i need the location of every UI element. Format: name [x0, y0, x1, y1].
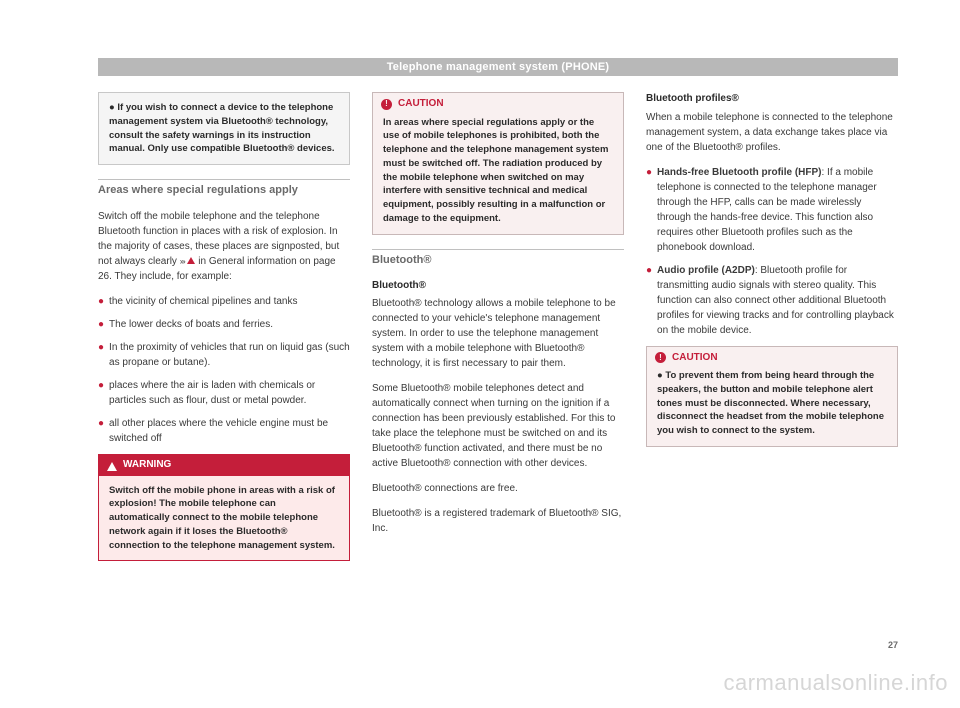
warning-triangle-icon — [107, 462, 117, 471]
page-header: Telephone management system (PHONE) — [98, 58, 898, 76]
list-item: ● Hands-free Bluetooth profile (HFP): If… — [646, 165, 898, 255]
paragraph: When a mobile telephone is connected to … — [646, 110, 898, 155]
column-1: ● If you wish to connect a device to the… — [98, 92, 350, 561]
paragraph: Bluetooth® is a registered trademark of … — [372, 506, 624, 536]
page-header-title: Telephone management system (PHONE) — [387, 61, 610, 73]
bullet-icon: ● — [98, 294, 104, 309]
caution-label: CAUTION — [672, 351, 718, 366]
list-item: ● Audio profile (A2DP): Bluetooth profil… — [646, 263, 898, 338]
three-column-layout: ● If you wish to connect a device to the… — [98, 92, 898, 561]
warning-body: Switch off the mobile phone in areas wit… — [99, 476, 349, 561]
column-3: Bluetooth profiles® When a mobile teleph… — [646, 92, 898, 561]
caution-circle-icon — [381, 99, 392, 110]
caution-box: CAUTION In areas where special regulatio… — [372, 92, 624, 235]
bullet-text: all other places where the vehicle engin… — [109, 416, 350, 446]
section-title-regulations: Areas where special regulations apply — [98, 179, 350, 199]
warning-label: WARNING — [123, 458, 171, 473]
caution-label: CAUTION — [398, 97, 444, 112]
section-title-bluetooth: Bluetooth® — [372, 249, 624, 269]
caution-box: CAUTION ● To prevent them from being hea… — [646, 346, 898, 447]
bullet-lead: Audio profile (A2DP) — [657, 265, 755, 276]
watermark: carmanualsonline.info — [723, 670, 948, 696]
paragraph: Some Bluetooth® mobile telephones detect… — [372, 381, 624, 471]
bullet-text: Audio profile (A2DP): Bluetooth profile … — [657, 263, 898, 338]
list-item: ●In the proximity of vehicles that run o… — [98, 340, 350, 370]
page-number: 27 — [888, 640, 898, 650]
bullet-icon: ● — [646, 263, 652, 338]
subheading-bluetooth: Bluetooth® — [372, 279, 624, 294]
caution-header: CAUTION — [647, 347, 897, 366]
bullet-icon: ● — [646, 165, 652, 255]
bullet-text: the vicinity of chemical pipelines and t… — [109, 294, 297, 309]
note-box: ● If you wish to connect a device to the… — [98, 92, 350, 165]
subheading-profiles: Bluetooth profiles® — [646, 92, 898, 107]
bullet-text: The lower decks of boats and ferries. — [109, 317, 273, 332]
list-item: ● The lower decks of boats and ferries. — [98, 317, 350, 332]
caution-body: In areas where special regulations apply… — [373, 112, 623, 234]
bullet-lead: Hands-free Bluetooth profile (HFP) — [657, 167, 821, 178]
manual-page: Telephone management system (PHONE) ● If… — [98, 58, 898, 650]
bullet-text: places where the air is laden with chemi… — [109, 378, 350, 408]
bullet-text: In the proximity of vehicles that run on… — [109, 340, 350, 370]
warning-box: WARNING Switch off the mobile phone in a… — [98, 454, 350, 561]
bullet-rest: : If a mobile telephone is connected to … — [657, 167, 877, 253]
bullet-text: Hands-free Bluetooth profile (HFP): If a… — [657, 165, 898, 255]
bullet-icon: ● — [98, 317, 104, 332]
list-item: ●places where the air is laden with chem… — [98, 378, 350, 408]
caution-body: ● To prevent them from being heard throu… — [647, 365, 897, 446]
paragraph: Bluetooth® technology allows a mobile te… — [372, 296, 624, 371]
column-2: CAUTION In areas where special regulatio… — [372, 92, 624, 561]
bullet-icon: ● — [98, 416, 104, 446]
list-item: ●all other places where the vehicle engi… — [98, 416, 350, 446]
reference-chevron-icon: ››› — [180, 257, 185, 266]
paragraph: Bluetooth® connections are free. — [372, 481, 624, 496]
bullet-icon: ● — [98, 340, 104, 370]
caution-header: CAUTION — [373, 93, 623, 112]
note-box-text: ● If you wish to connect a device to the… — [109, 102, 335, 154]
bullet-icon: ● — [98, 378, 104, 408]
caution-circle-icon — [655, 352, 666, 363]
warning-header: WARNING — [99, 455, 349, 476]
list-item: ● the vicinity of chemical pipelines and … — [98, 294, 350, 309]
intro-paragraph: Switch off the mobile telephone and the … — [98, 209, 350, 284]
